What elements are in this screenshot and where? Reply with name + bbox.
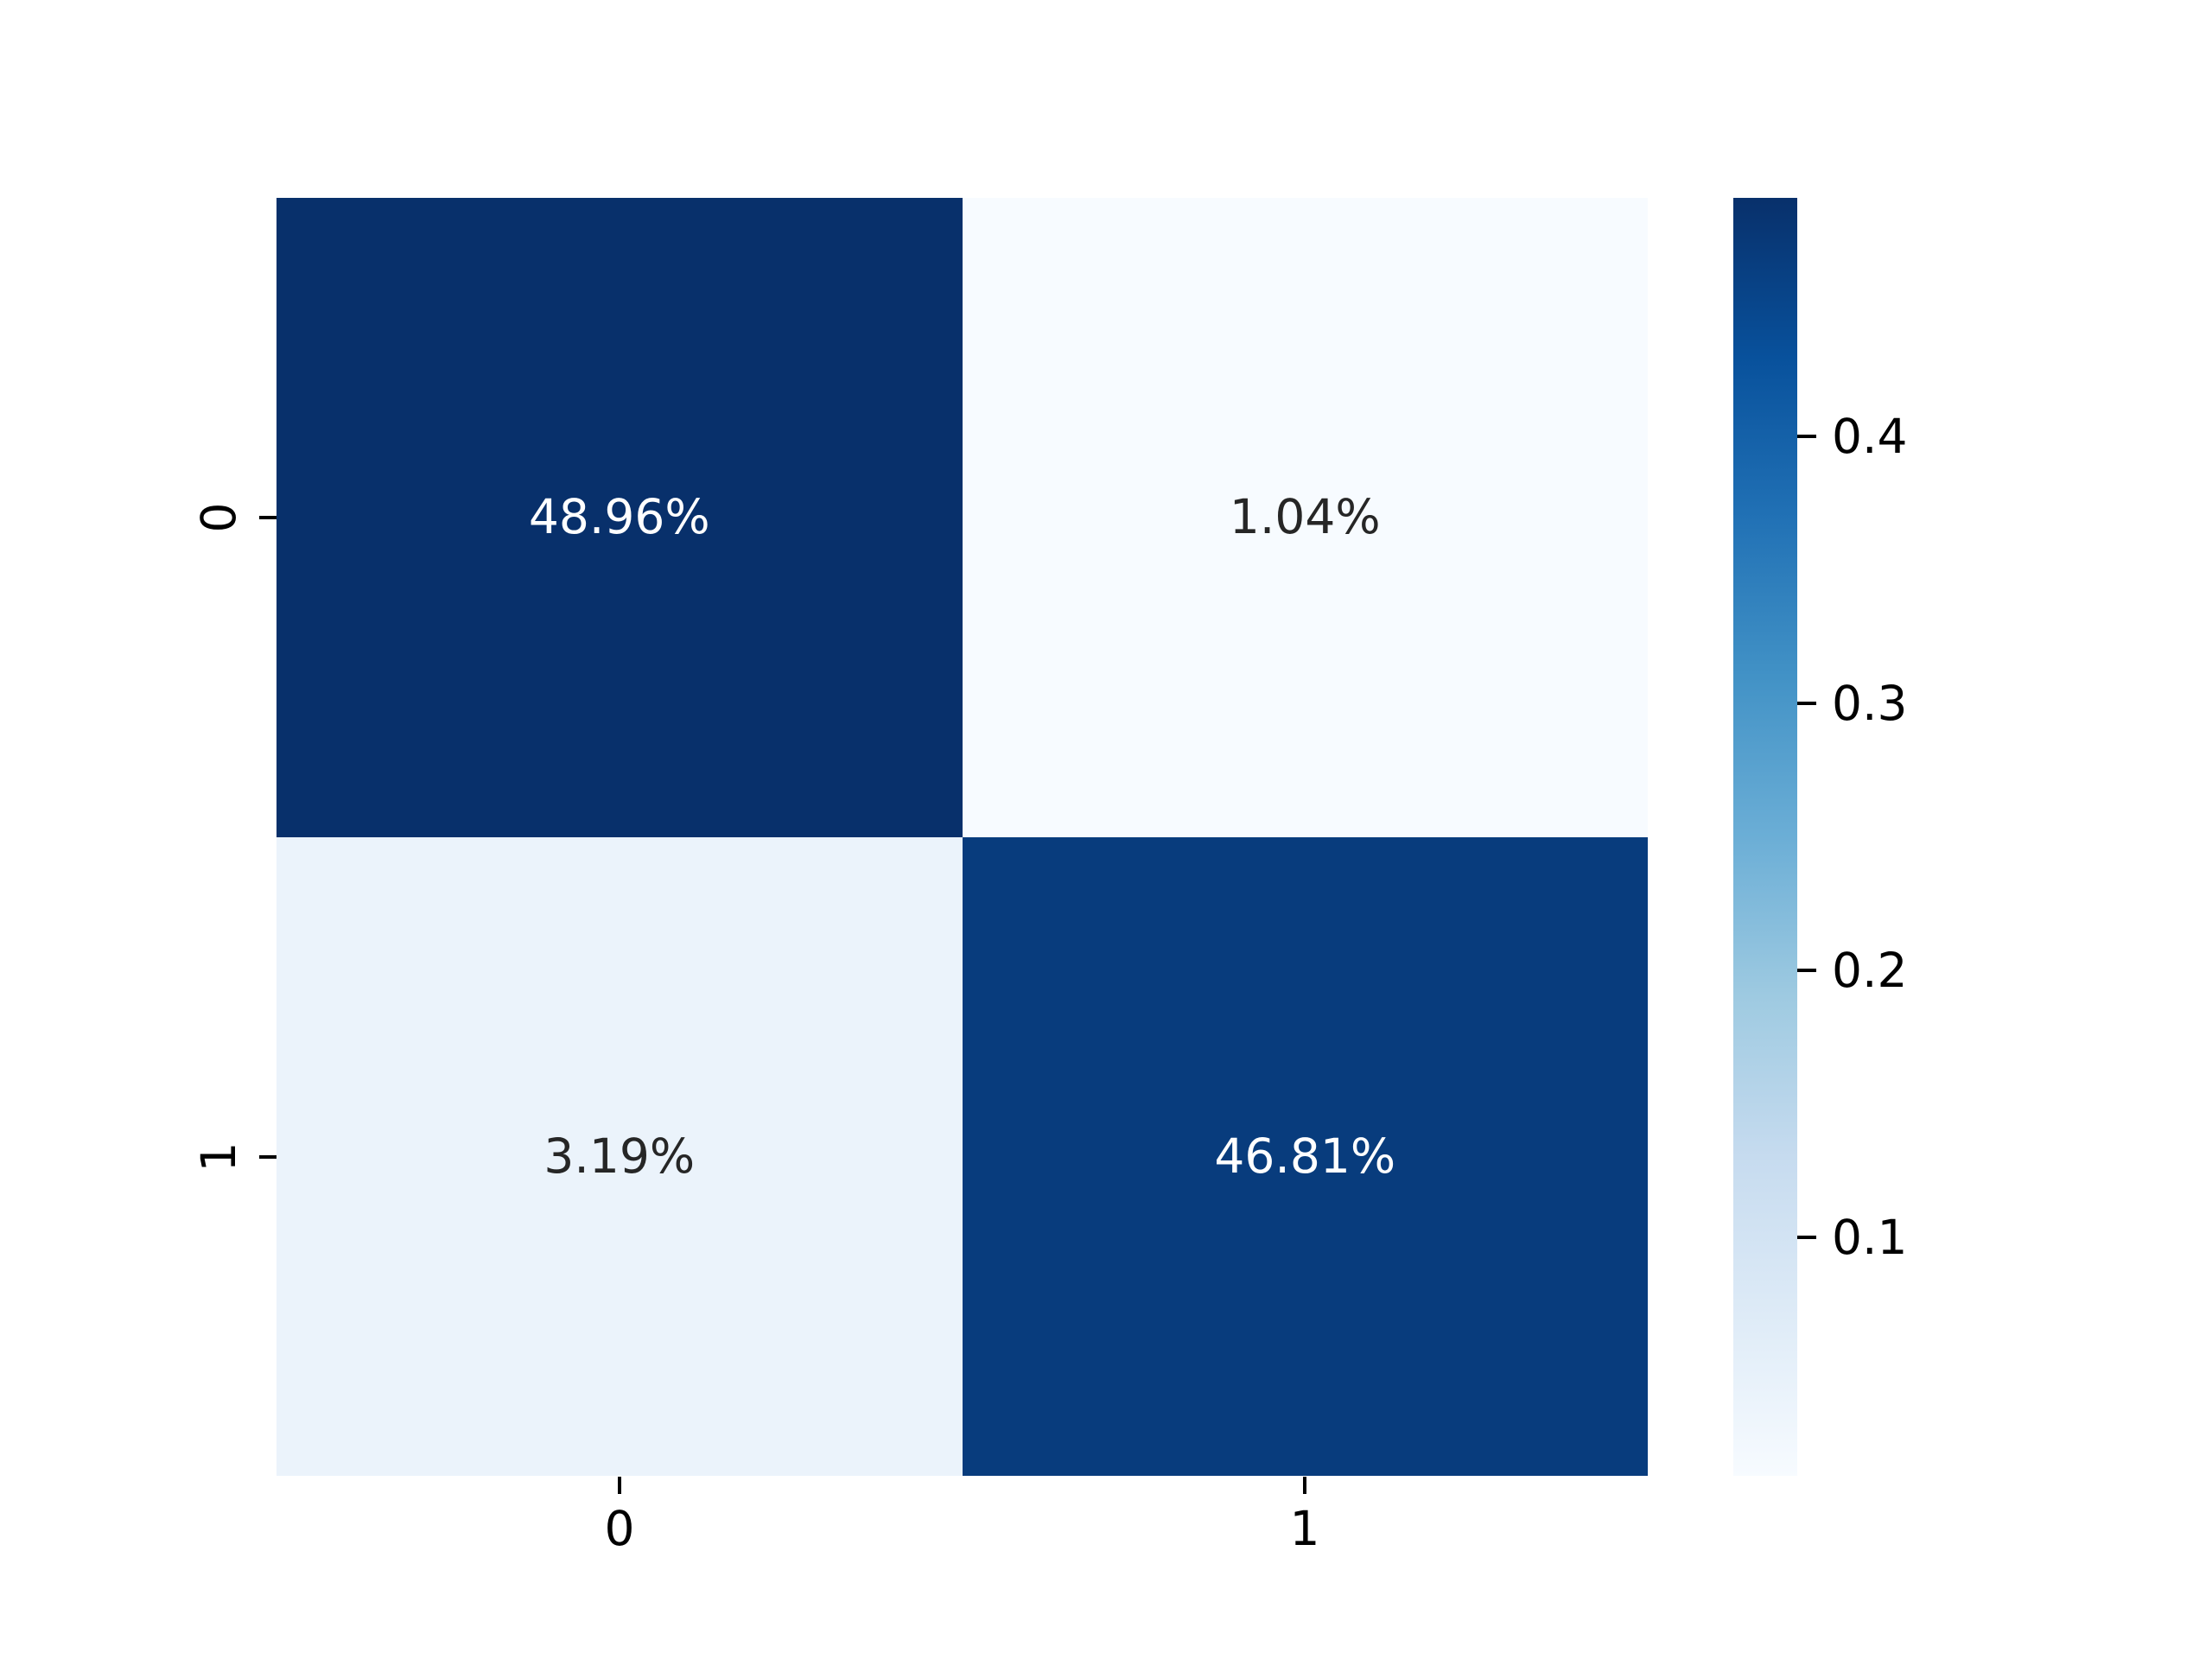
colorbar-tick-mark	[1797, 969, 1816, 972]
y-axis-tick-mark	[259, 1155, 276, 1159]
x-axis-tick-mark	[1303, 1477, 1306, 1494]
heatmap-cell-true0-pred1: 1.04%	[962, 198, 1648, 837]
colorbar-tick-mark	[1797, 435, 1816, 438]
heatmap-cell-true1-pred1: 46.81%	[962, 836, 1648, 1476]
x-axis-tick-label: 0	[604, 1501, 635, 1556]
colorbar-gradient	[1733, 198, 1797, 1476]
y-axis-tick-mark	[259, 516, 276, 519]
y-axis-tick-label: 0	[190, 502, 246, 533]
heatmap-grid: 48.96% 1.04% 3.19% 46.81%	[276, 198, 1648, 1476]
y-axis-tick-label: 1	[190, 1141, 246, 1173]
colorbar-tick-label: 0.4	[1832, 409, 1908, 464]
heatmap-cell-true0-pred0: 48.96%	[276, 198, 963, 837]
cell-value-label: 1.04%	[1229, 489, 1381, 545]
heatmap-cell-true1-pred0: 3.19%	[276, 836, 963, 1476]
x-axis-tick-label: 1	[1289, 1501, 1320, 1556]
cell-value-label: 48.96%	[528, 489, 710, 545]
cell-value-label: 3.19%	[543, 1128, 696, 1184]
colorbar-tick-label: 0.1	[1832, 1210, 1908, 1265]
colorbar-tick-mark	[1797, 702, 1816, 705]
colorbar-tick-label: 0.2	[1832, 943, 1908, 998]
colorbar-tick-label: 0.3	[1832, 676, 1908, 731]
cell-value-label: 46.81%	[1214, 1128, 1396, 1184]
x-axis-tick-mark	[618, 1477, 621, 1494]
colorbar-tick-mark	[1797, 1236, 1816, 1239]
